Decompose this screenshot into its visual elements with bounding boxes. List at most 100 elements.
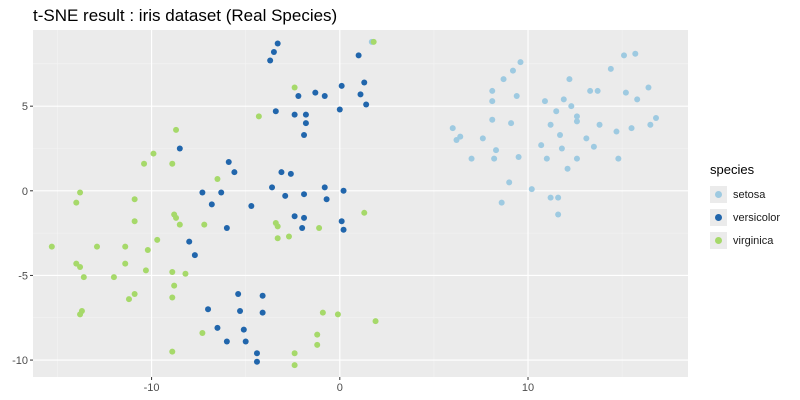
x-tick-label: 0 bbox=[337, 382, 343, 394]
point-versicolor bbox=[223, 338, 230, 345]
point-virginica bbox=[77, 189, 84, 196]
point-virginica bbox=[291, 84, 298, 91]
point-virginica bbox=[201, 221, 208, 228]
legend-item-setosa: setosa bbox=[710, 183, 780, 206]
point-setosa bbox=[566, 76, 573, 83]
point-virginica bbox=[285, 233, 292, 240]
point-virginica bbox=[150, 150, 157, 157]
point-versicolor bbox=[301, 131, 308, 138]
point-setosa bbox=[489, 116, 496, 123]
point-versicolor bbox=[340, 226, 347, 233]
point-virginica bbox=[314, 341, 321, 348]
point-virginica bbox=[372, 318, 379, 325]
point-versicolor bbox=[205, 306, 212, 313]
point-virginica bbox=[370, 38, 377, 45]
point-versicolor bbox=[253, 350, 260, 357]
legend-key-virginica bbox=[710, 232, 727, 249]
point-setosa bbox=[547, 194, 554, 201]
point-versicolor bbox=[302, 120, 309, 127]
point-setosa bbox=[645, 84, 652, 91]
point-virginica bbox=[314, 331, 321, 338]
point-setosa bbox=[573, 118, 580, 125]
point-versicolor bbox=[291, 111, 298, 118]
point-versicolor bbox=[274, 40, 281, 47]
point-setosa bbox=[449, 125, 456, 132]
point-virginica bbox=[291, 350, 298, 357]
legend-label-virginica: virginica bbox=[733, 234, 774, 247]
point-setosa bbox=[590, 143, 597, 150]
point-setosa bbox=[632, 50, 639, 57]
point-setosa bbox=[594, 87, 601, 94]
point-versicolor bbox=[323, 196, 330, 203]
point-setosa bbox=[491, 155, 498, 162]
point-setosa bbox=[568, 103, 575, 110]
point-versicolor bbox=[295, 93, 302, 100]
point-virginica bbox=[274, 223, 281, 230]
chart-title: t-SNE result : iris dataset (Real Specie… bbox=[33, 6, 338, 25]
point-setosa bbox=[621, 52, 628, 59]
point-setosa bbox=[596, 121, 603, 128]
point-versicolor bbox=[363, 101, 370, 108]
point-setosa bbox=[493, 147, 500, 154]
point-setosa bbox=[538, 142, 545, 149]
legend-title: species bbox=[710, 162, 755, 177]
point-versicolor bbox=[235, 291, 242, 298]
point-setosa bbox=[587, 87, 594, 94]
point-virginica bbox=[214, 175, 221, 182]
point-virginica bbox=[144, 247, 151, 254]
point-setosa bbox=[557, 131, 564, 138]
point-versicolor bbox=[278, 169, 285, 176]
point-setosa bbox=[541, 98, 548, 105]
legend-dot-setosa bbox=[715, 191, 722, 198]
point-setosa bbox=[453, 137, 460, 144]
point-virginica bbox=[154, 236, 161, 243]
point-virginica bbox=[73, 199, 80, 206]
point-setosa bbox=[468, 155, 475, 162]
point-versicolor bbox=[237, 307, 244, 314]
point-virginica bbox=[169, 348, 176, 355]
point-setosa bbox=[500, 76, 507, 83]
point-setosa bbox=[553, 108, 560, 115]
point-versicolor bbox=[301, 191, 308, 198]
legend-key-setosa bbox=[710, 186, 727, 203]
point-virginica bbox=[142, 267, 149, 274]
point-virginica bbox=[48, 243, 55, 250]
point-versicolor bbox=[340, 187, 347, 194]
point-versicolor bbox=[321, 184, 328, 191]
point-versicolor bbox=[338, 218, 345, 225]
legend-dot-virginica bbox=[715, 237, 722, 244]
point-versicolor bbox=[336, 106, 343, 113]
point-virginica bbox=[173, 214, 180, 221]
point-versicolor bbox=[223, 225, 230, 232]
point-versicolor bbox=[191, 252, 198, 259]
point-virginica bbox=[110, 274, 117, 281]
point-versicolor bbox=[259, 292, 266, 299]
point-setosa bbox=[560, 96, 567, 103]
point-versicolor bbox=[242, 338, 249, 345]
legend-label-versicolor: versicolor bbox=[733, 211, 781, 224]
point-setosa bbox=[508, 120, 515, 127]
point-setosa bbox=[647, 121, 654, 128]
point-setosa bbox=[528, 186, 535, 193]
point-setosa bbox=[622, 89, 629, 96]
point-versicolor bbox=[287, 170, 294, 177]
point-setosa bbox=[547, 121, 554, 128]
point-setosa bbox=[509, 67, 516, 74]
point-virginica bbox=[176, 221, 183, 228]
point-virginica bbox=[125, 296, 132, 303]
point-setosa bbox=[543, 155, 550, 162]
point-setosa bbox=[517, 59, 524, 66]
legend-item-virginica: virginica bbox=[710, 229, 780, 252]
point-versicolor bbox=[355, 52, 362, 59]
point-setosa bbox=[613, 128, 620, 135]
point-versicolor bbox=[253, 358, 260, 365]
y-tick-label: -10 bbox=[12, 355, 28, 367]
point-virginica bbox=[169, 160, 176, 167]
point-setosa bbox=[555, 211, 562, 218]
plot-panel bbox=[33, 30, 688, 377]
point-setosa bbox=[555, 194, 562, 201]
point-setosa bbox=[573, 113, 580, 120]
point-virginica bbox=[255, 113, 262, 120]
point-setosa bbox=[653, 115, 660, 122]
